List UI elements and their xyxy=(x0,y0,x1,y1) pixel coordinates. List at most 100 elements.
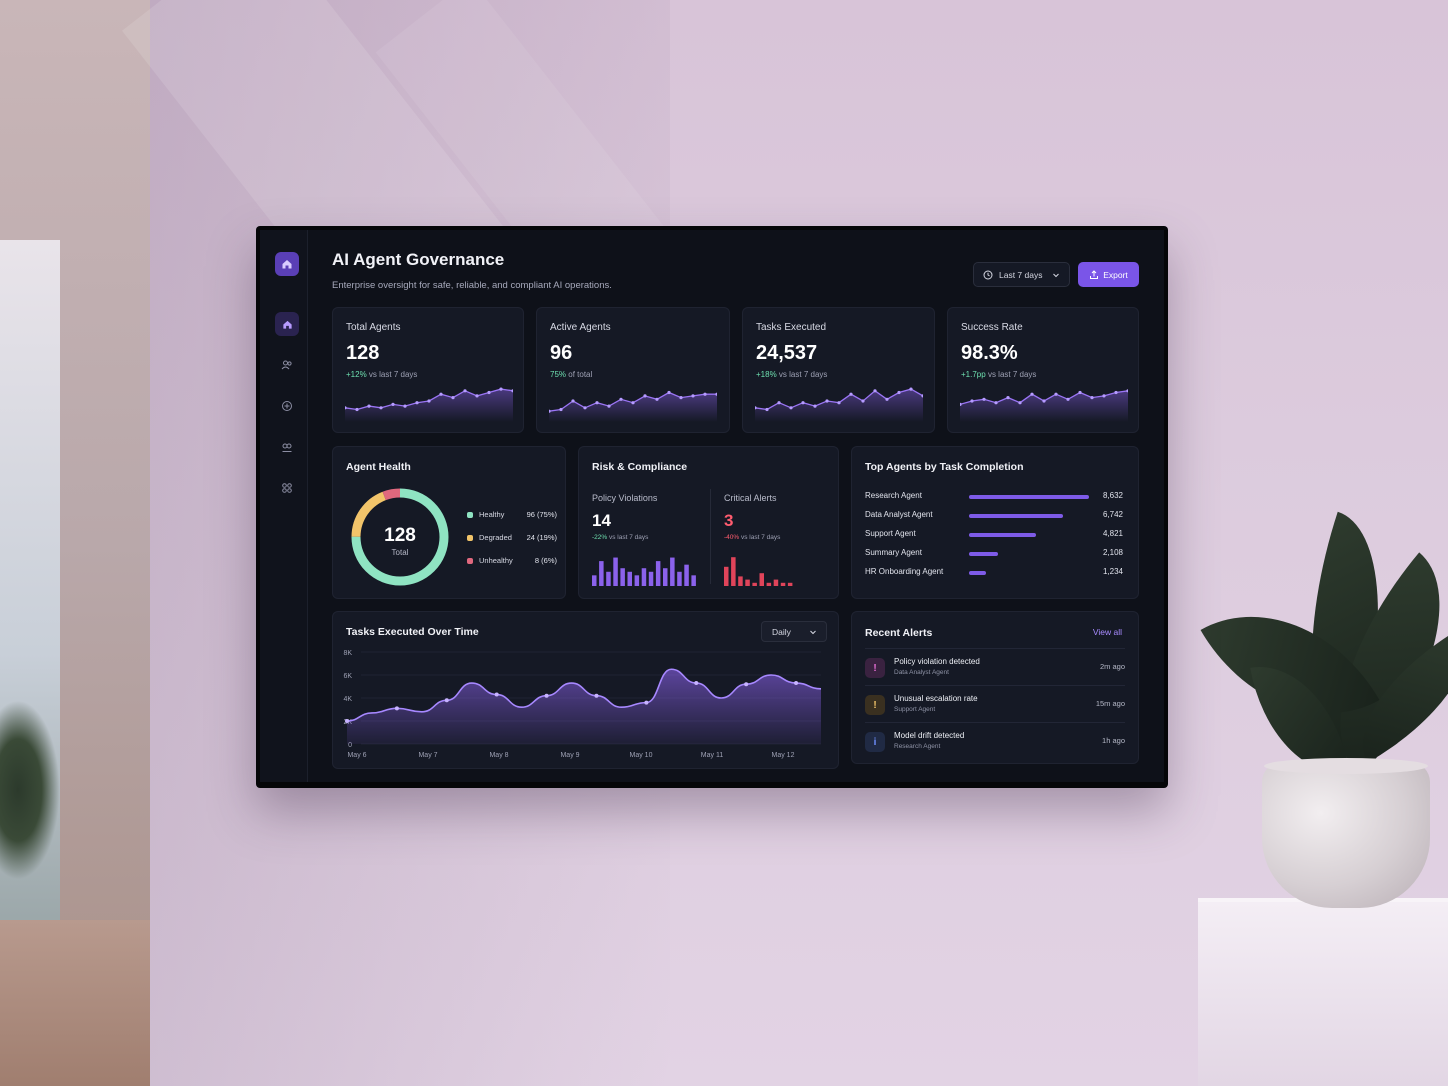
area-point xyxy=(345,719,349,723)
kpi-value: 96 xyxy=(550,342,573,364)
kpi-card-tasks-executed: Tasks Executed 24,537 +18% vs last 7 day… xyxy=(742,307,935,433)
agent-name: Data Analyst Agent xyxy=(865,510,933,519)
sparkline-point xyxy=(1126,389,1128,393)
sparkline-point xyxy=(1018,401,1022,405)
donut-total: 128 xyxy=(384,525,416,546)
risk-bar xyxy=(655,561,661,586)
sparkline-point xyxy=(801,401,805,405)
sparkline-point xyxy=(897,390,901,395)
granularity-select[interactable]: Daily xyxy=(761,621,827,642)
kpi-delta-value: +12% xyxy=(346,370,367,379)
legend-value: 96 (75%) xyxy=(526,510,557,519)
legend-swatch xyxy=(467,557,473,564)
sparkline-point xyxy=(583,406,587,410)
sparkline-point xyxy=(607,404,611,408)
sparkline-point xyxy=(619,397,623,401)
x-tick-label: May 7 xyxy=(418,752,437,759)
area-point xyxy=(744,682,749,687)
sparkline-point xyxy=(703,392,707,396)
kpi-value: 24,537 xyxy=(756,342,818,364)
x-tick-label: May 11 xyxy=(701,752,724,759)
plant-pot xyxy=(1262,762,1430,908)
sparkline-point xyxy=(849,392,853,396)
sparkline-point xyxy=(873,389,877,393)
sparkline-point xyxy=(367,404,371,408)
top-agent-row: Support Agent 4,821 xyxy=(865,529,1123,543)
top-agent-row: HR Onboarding Agent 1,234 xyxy=(865,567,1123,581)
kpi-delta-suffix: vs last 7 days xyxy=(368,370,418,379)
users-icon xyxy=(281,360,292,370)
agent-bar xyxy=(969,552,999,556)
app-logo[interactable] xyxy=(275,252,299,276)
tv-frame: AI Agent Governance Enterprise oversight… xyxy=(256,226,1168,788)
sparkline-point xyxy=(1078,390,1082,395)
agent-bar xyxy=(969,533,1037,537)
alert-item[interactable]: i Model drift detected Research Agent 1h ag… xyxy=(865,722,1125,758)
sparkline-point xyxy=(1054,392,1058,396)
alert-item[interactable]: ! Unusual escalation rate Support Agent 15m… xyxy=(865,685,1125,721)
view-all-link[interactable]: View all xyxy=(1092,627,1122,637)
risk-bar xyxy=(759,573,764,586)
legend-healthy: Healthy 96 (75%) xyxy=(467,510,557,519)
sparkline-point xyxy=(1030,392,1034,396)
risk-bar xyxy=(780,582,786,586)
sidebar-item-agents[interactable] xyxy=(275,435,299,459)
sparkline-area xyxy=(549,392,717,422)
export-icon xyxy=(1090,269,1099,279)
export-button[interactable]: Export xyxy=(1078,262,1139,287)
tasks-over-time-card: Tasks Executed Over Time Daily 8K6K4K2K0… xyxy=(332,611,839,769)
sparkline-point xyxy=(825,399,829,403)
area-fill xyxy=(347,669,821,744)
donut-segment-unhealthy xyxy=(351,488,449,586)
policy-violations-value: 14 xyxy=(592,511,611,530)
delta-suffix: vs last 7 days xyxy=(741,534,781,541)
sparkline-point xyxy=(1102,394,1106,398)
sparkline-point xyxy=(813,404,817,408)
kpi-delta-value: 75% xyxy=(550,370,567,379)
alert-item[interactable]: ! Policy violation detected Data Analyst A… xyxy=(865,648,1125,684)
agent-name: HR Onboarding Agent xyxy=(865,567,944,576)
chevron-down-icon xyxy=(1053,273,1060,277)
shield-icon xyxy=(282,401,292,411)
agent-health-donut: 128 Total xyxy=(351,488,449,586)
sidebar-item-apps[interactable] xyxy=(275,476,299,500)
sparkline-point xyxy=(345,406,347,410)
sparkline-point xyxy=(861,399,865,403)
alert-title: Policy violation detected xyxy=(894,657,980,666)
x-tick-label: May 10 xyxy=(630,752,653,759)
sidebar xyxy=(260,230,308,782)
sparkline-point xyxy=(655,397,659,401)
home-icon xyxy=(282,320,292,329)
legend-value: 24 (19%) xyxy=(526,533,557,542)
card-title: Tasks Executed Over Time xyxy=(346,626,479,638)
sidebar-item-users[interactable] xyxy=(275,353,299,377)
card-title: Agent Health xyxy=(346,461,411,473)
sparkline-point xyxy=(643,394,647,398)
area-point xyxy=(594,693,599,698)
sparkline-point xyxy=(475,394,479,398)
sparkline-point xyxy=(755,406,757,410)
alert-time: 2m ago xyxy=(1099,662,1125,671)
sidebar-item-home[interactable] xyxy=(275,312,299,336)
warning-icon: ! xyxy=(865,695,885,715)
risk-bar xyxy=(606,571,611,586)
kpi-delta-suffix: vs last 7 days xyxy=(778,370,828,379)
date-range-select[interactable]: Last 7 days xyxy=(973,262,1070,287)
dashboard-screen: AI Agent Governance Enterprise oversight… xyxy=(260,230,1164,782)
agent-task-count: 4,821 xyxy=(1102,529,1123,538)
page-subtitle: Enterprise oversight for safe, reliable,… xyxy=(332,280,612,291)
kpi-card-active-agents: Active Agents 96 75% of total xyxy=(536,307,730,433)
sparkline-point xyxy=(1006,396,1010,400)
kpi-sparkline xyxy=(345,387,513,422)
sidebar-item-security[interactable] xyxy=(275,394,299,418)
sparkline-point xyxy=(765,407,769,412)
kpi-delta: 75% of total xyxy=(550,370,592,379)
agent-name: Support Agent xyxy=(865,529,916,538)
sparkline-point xyxy=(691,394,695,398)
agent-task-count: 8,632 xyxy=(1102,491,1123,500)
risk-bar xyxy=(766,582,772,586)
sparkline-point xyxy=(511,389,513,393)
kpi-card-success-rate: Success Rate 98.3% +1.7pp vs last 7 days xyxy=(947,307,1139,433)
info-icon: i xyxy=(865,732,885,752)
